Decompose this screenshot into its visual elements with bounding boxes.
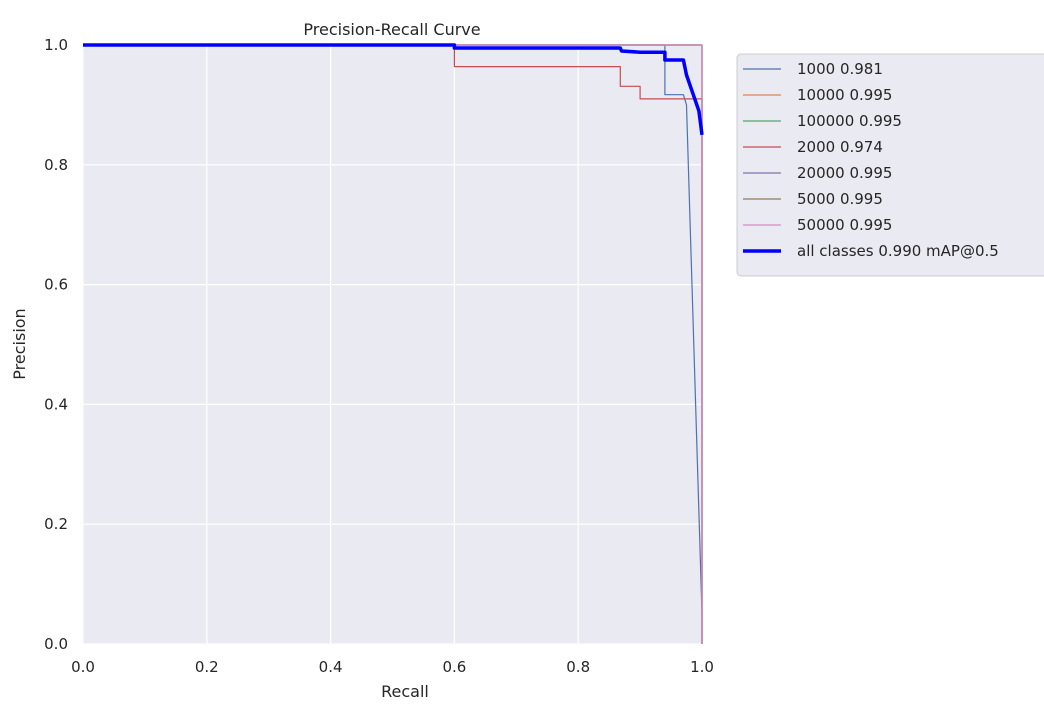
series-lines: [83, 43, 704, 644]
y-tick-label-5: 1.0: [44, 36, 68, 54]
x-tick-label-0: 0.0: [71, 658, 95, 676]
legend-label-2: 100000 0.995: [797, 112, 902, 130]
series-line-3: [83, 44, 703, 644]
y-tick-label-3: 0.6: [44, 276, 68, 294]
y-tick-label-2: 0.4: [44, 395, 68, 413]
y-tick-label-0: 0.0: [44, 635, 68, 653]
chart-title: Precision-Recall Curve: [303, 20, 480, 39]
legend-box: [736, 53, 1044, 277]
legend-label-7: all classes 0.990 mAP@0.5: [797, 242, 999, 260]
x-tick-label-2: 0.4: [319, 658, 343, 676]
legend-label-4: 20000 0.995: [797, 164, 892, 182]
x-tick-label-4: 0.8: [566, 658, 590, 676]
legend-label-5: 5000 0.995: [797, 190, 883, 208]
x-tick-label-1: 0.2: [195, 658, 219, 676]
legend-label-6: 50000 0.995: [797, 216, 892, 234]
plot-area: [83, 45, 702, 644]
x-tick-label-5: 1.0: [690, 658, 714, 676]
legend-label-0: 1000 0.981: [797, 60, 883, 78]
legend-label-1: 10000 0.995: [797, 86, 892, 104]
y-axis-label: Precision: [10, 308, 29, 379]
x-tick-label-3: 0.6: [442, 658, 466, 676]
legend-label-3: 2000 0.974: [797, 138, 883, 156]
legend: 1000 0.981 10000 0.995 100000 0.995 2000 0.…: [736, 53, 1044, 277]
series-line-7: [83, 43, 704, 136]
y-tick-label-4: 0.8: [44, 156, 68, 174]
tick-labels: 0.0 0.2 0.4 0.6 0.8 1.0 0.0 0.2 0.4 0.6 0.8 1.0: [44, 36, 714, 676]
x-axis-label: Recall: [381, 682, 429, 701]
y-tick-label-1: 0.2: [44, 515, 68, 533]
